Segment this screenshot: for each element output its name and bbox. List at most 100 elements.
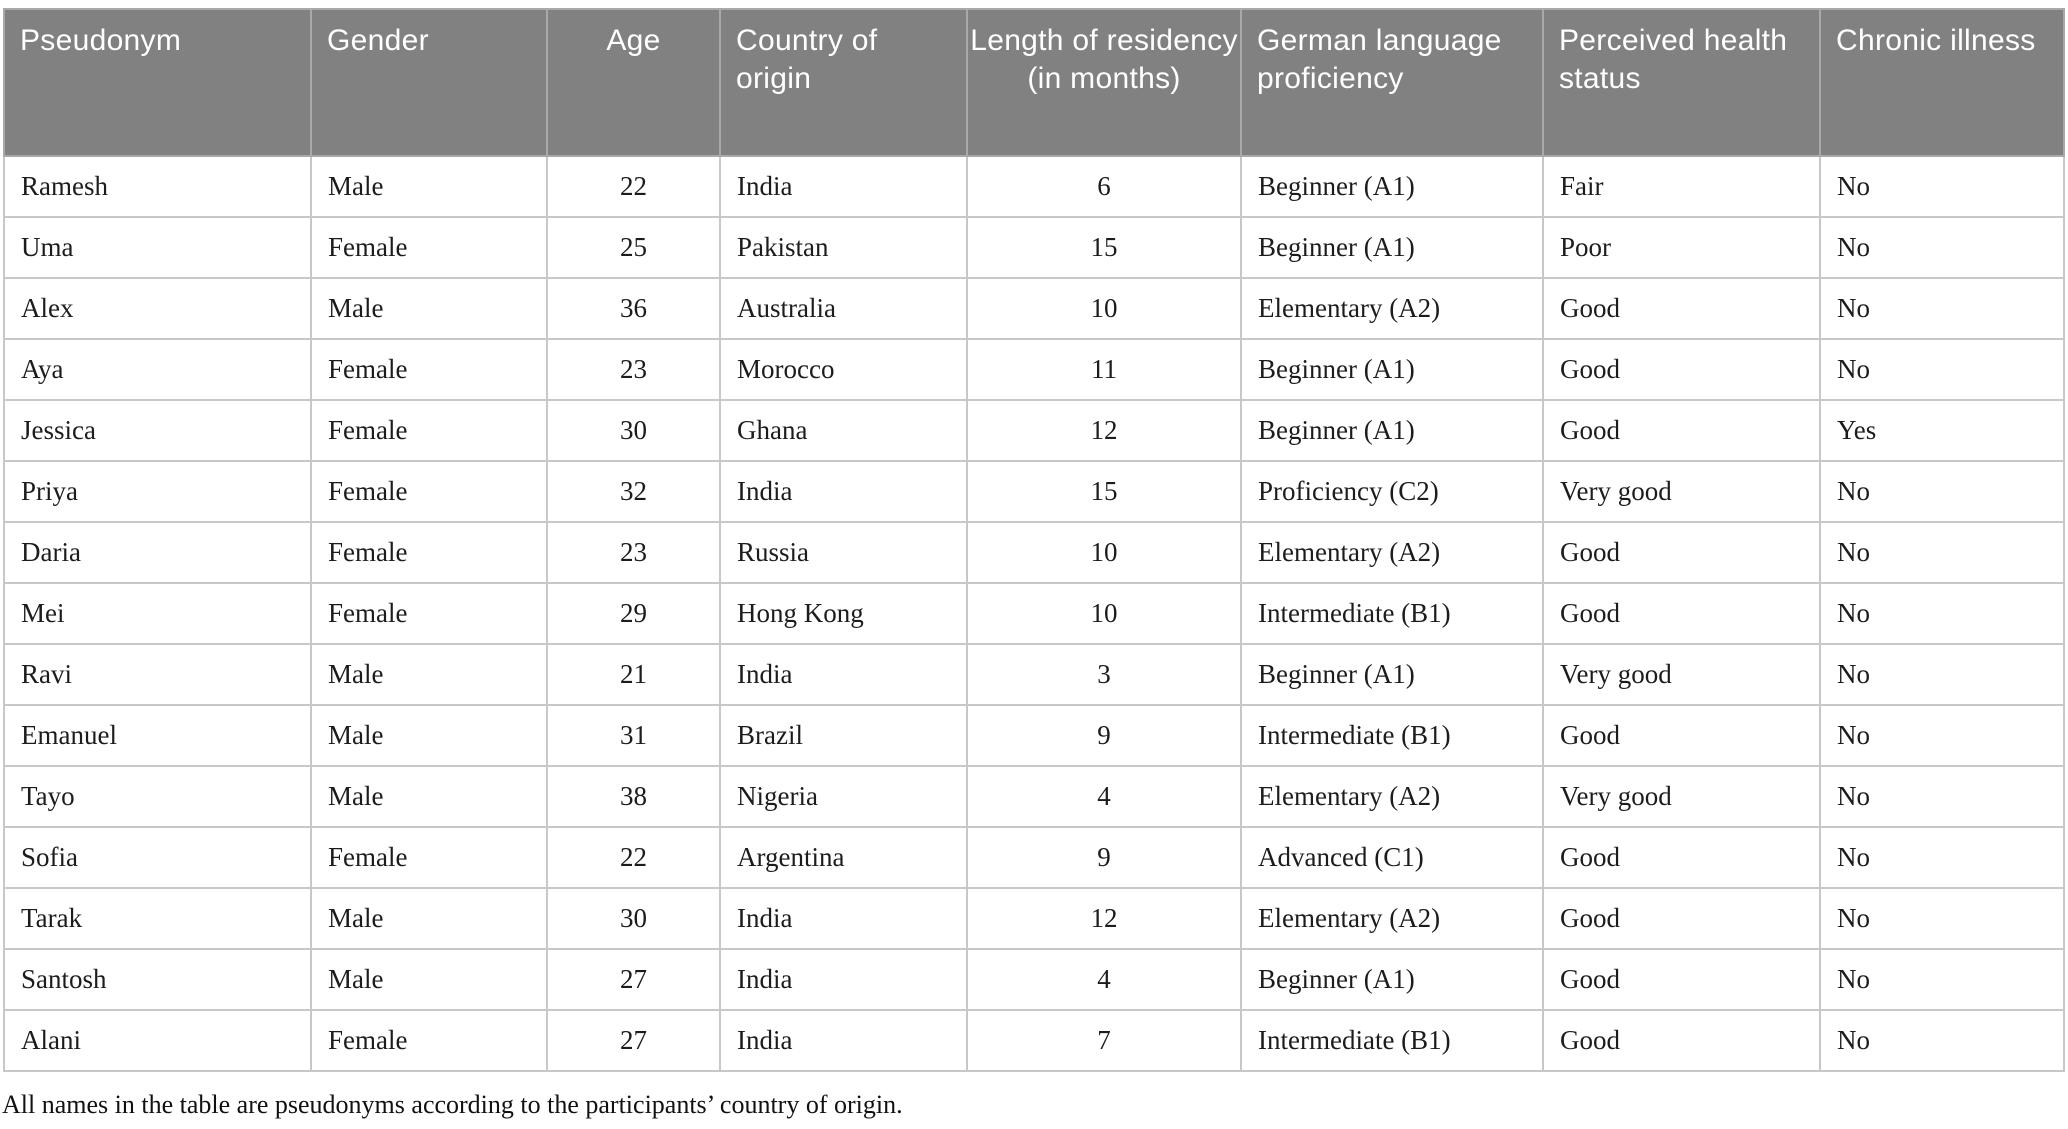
cell-age: 22 <box>546 826 721 889</box>
cell-age: 32 <box>546 460 721 523</box>
table-row: Sofia Female 22 Argentina 9 Advanced (C1) Good… <box>3 826 2065 889</box>
cell-german-language-proficiency: Proficiency (C2) <box>1240 460 1544 523</box>
cell-age: 21 <box>546 643 721 706</box>
cell-perceived-health-status: Good <box>1542 338 1821 401</box>
cell-age: 22 <box>546 155 721 218</box>
cell-age: 30 <box>546 399 721 462</box>
table-row: Ravi Male 21 India 3 Beginner (A1) Very good No <box>3 643 2065 706</box>
cell-country-of-origin: Australia <box>719 277 968 340</box>
table-row: Ramesh Male 22 India 6 Beginner (A1) Fair No <box>3 155 2065 218</box>
cell-pseudonym: Alani <box>3 1009 312 1072</box>
cell-country-of-origin: Pakistan <box>719 216 968 279</box>
column-header-german-language-proficiency: German language proficiency <box>1240 8 1544 157</box>
cell-chronic-illness: No <box>1819 887 2065 950</box>
cell-gender: Male <box>310 765 548 828</box>
cell-chronic-illness: No <box>1819 216 2065 279</box>
cell-pseudonym: Daria <box>3 521 312 584</box>
cell-chronic-illness: No <box>1819 460 2065 523</box>
cell-gender: Female <box>310 460 548 523</box>
cell-age: 31 <box>546 704 721 767</box>
table-footnote: All names in the table are pseudonyms ac… <box>2 1090 903 1119</box>
cell-country-of-origin: Nigeria <box>719 765 968 828</box>
cell-country-of-origin: India <box>719 155 968 218</box>
column-header-perceived-health-status: Perceived health status <box>1542 8 1821 157</box>
cell-german-language-proficiency: Elementary (A2) <box>1240 277 1544 340</box>
table-row: Daria Female 23 Russia 10 Elementary (A2) Good… <box>3 521 2065 584</box>
cell-age: 38 <box>546 765 721 828</box>
cell-country-of-origin: India <box>719 1009 968 1072</box>
cell-pseudonym: Sofia <box>3 826 312 889</box>
cell-gender: Male <box>310 704 548 767</box>
table-row: Santosh Male 27 India 4 Beginner (A1) Good No <box>3 948 2065 1011</box>
cell-gender: Female <box>310 216 548 279</box>
cell-german-language-proficiency: Intermediate (B1) <box>1240 704 1544 767</box>
cell-gender: Female <box>310 399 548 462</box>
participants-table: Pseudonym Gender Age Country of origin Lengt… <box>3 8 2065 1072</box>
column-header-pseudonym: Pseudonym <box>3 8 312 157</box>
cell-pseudonym: Aya <box>3 338 312 401</box>
cell-length-of-residency-in-months: 9 <box>966 704 1242 767</box>
cell-country-of-origin: Russia <box>719 521 968 584</box>
cell-chronic-illness: No <box>1819 521 2065 584</box>
cell-pseudonym: Mei <box>3 582 312 645</box>
cell-perceived-health-status: Good <box>1542 582 1821 645</box>
cell-perceived-health-status: Good <box>1542 1009 1821 1072</box>
cell-length-of-residency-in-months: 4 <box>966 765 1242 828</box>
table-row: Tarak Male 30 India 12 Elementary (A2) Good No <box>3 887 2065 950</box>
cell-country-of-origin: Ghana <box>719 399 968 462</box>
cell-length-of-residency-in-months: 15 <box>966 460 1242 523</box>
cell-chronic-illness: No <box>1819 643 2065 706</box>
cell-age: 23 <box>546 338 721 401</box>
cell-chronic-illness: No <box>1819 704 2065 767</box>
cell-length-of-residency-in-months: 7 <box>966 1009 1242 1072</box>
cell-age: 23 <box>546 521 721 584</box>
cell-gender: Male <box>310 155 548 218</box>
cell-country-of-origin: Brazil <box>719 704 968 767</box>
cell-country-of-origin: Hong Kong <box>719 582 968 645</box>
cell-perceived-health-status: Good <box>1542 948 1821 1011</box>
cell-length-of-residency-in-months: 12 <box>966 399 1242 462</box>
cell-chronic-illness: No <box>1819 1009 2065 1072</box>
cell-german-language-proficiency: Beginner (A1) <box>1240 338 1544 401</box>
cell-pseudonym: Emanuel <box>3 704 312 767</box>
table-row: Emanuel Male 31 Brazil 9 Intermediate (B1) Goo… <box>3 704 2065 767</box>
table-row: Uma Female 25 Pakistan 15 Beginner (A1) Poor No <box>3 216 2065 279</box>
cell-age: 30 <box>546 887 721 950</box>
table-row: Mei Female 29 Hong Kong 10 Intermediate (B1) G… <box>3 582 2065 645</box>
cell-gender: Female <box>310 1009 548 1072</box>
cell-gender: Female <box>310 521 548 584</box>
cell-german-language-proficiency: Elementary (A2) <box>1240 765 1544 828</box>
cell-length-of-residency-in-months: 4 <box>966 948 1242 1011</box>
cell-pseudonym: Priya <box>3 460 312 523</box>
cell-perceived-health-status: Very good <box>1542 765 1821 828</box>
cell-german-language-proficiency: Intermediate (B1) <box>1240 582 1544 645</box>
cell-german-language-proficiency: Elementary (A2) <box>1240 521 1544 584</box>
cell-age: 27 <box>546 1009 721 1072</box>
table-header-row: Pseudonym Gender Age Country of origin Lengt… <box>3 8 2065 157</box>
cell-country-of-origin: India <box>719 887 968 950</box>
cell-age: 36 <box>546 277 721 340</box>
cell-gender: Female <box>310 826 548 889</box>
cell-chronic-illness: No <box>1819 826 2065 889</box>
cell-age: 27 <box>546 948 721 1011</box>
cell-pseudonym: Uma <box>3 216 312 279</box>
cell-gender: Female <box>310 338 548 401</box>
cell-gender: Male <box>310 887 548 950</box>
cell-country-of-origin: India <box>719 460 968 523</box>
cell-country-of-origin: Morocco <box>719 338 968 401</box>
cell-pseudonym: Ramesh <box>3 155 312 218</box>
cell-gender: Male <box>310 643 548 706</box>
cell-pseudonym: Santosh <box>3 948 312 1011</box>
cell-chronic-illness: No <box>1819 948 2065 1011</box>
cell-perceived-health-status: Good <box>1542 277 1821 340</box>
cell-perceived-health-status: Very good <box>1542 643 1821 706</box>
cell-gender: Male <box>310 948 548 1011</box>
cell-gender: Female <box>310 582 548 645</box>
cell-german-language-proficiency: Intermediate (B1) <box>1240 1009 1544 1072</box>
cell-german-language-proficiency: Elementary (A2) <box>1240 887 1544 950</box>
cell-pseudonym: Ravi <box>3 643 312 706</box>
cell-german-language-proficiency: Beginner (A1) <box>1240 155 1544 218</box>
cell-perceived-health-status: Good <box>1542 826 1821 889</box>
cell-length-of-residency-in-months: 15 <box>966 216 1242 279</box>
